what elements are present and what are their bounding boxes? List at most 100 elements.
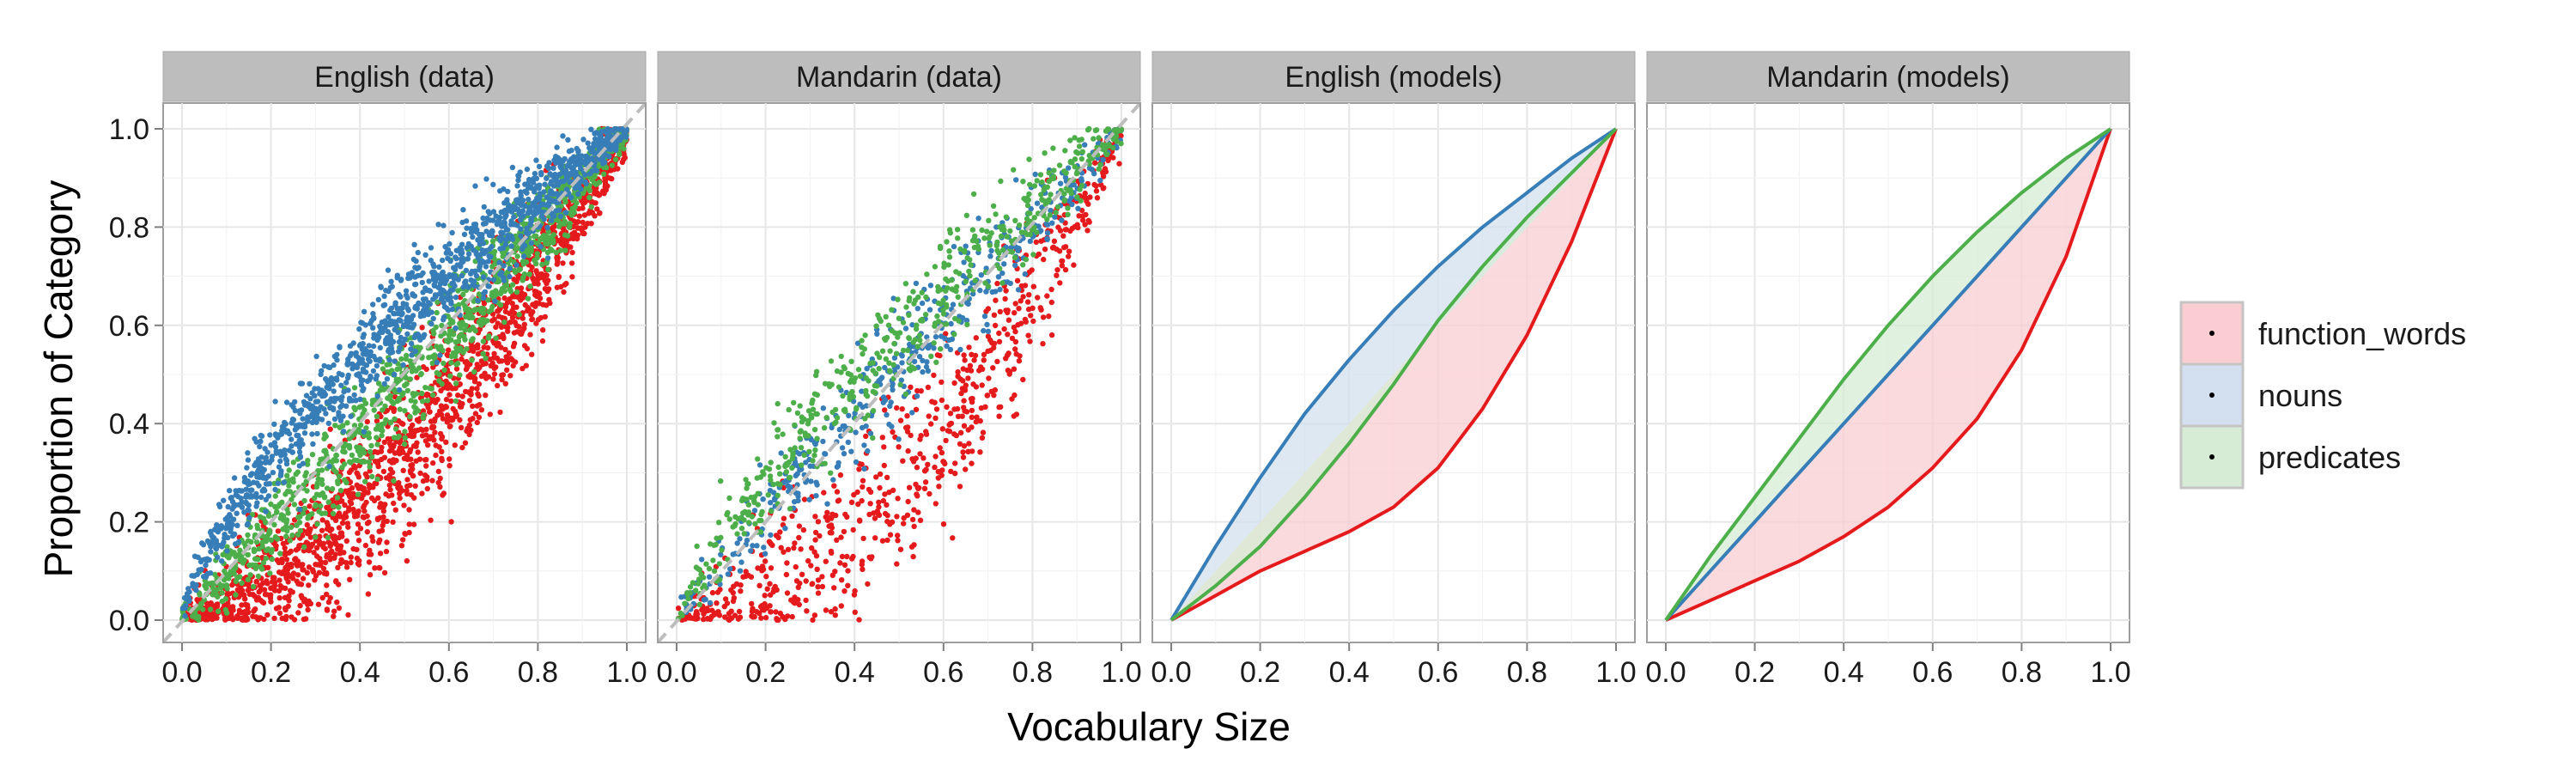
point (1030, 318, 1036, 325)
point (304, 522, 310, 528)
point (387, 486, 393, 493)
point (471, 278, 477, 284)
point (307, 534, 314, 540)
point (204, 557, 210, 563)
point (960, 366, 967, 372)
point (215, 554, 221, 561)
point (544, 288, 550, 295)
point (274, 557, 280, 563)
point (302, 616, 309, 622)
point (404, 477, 410, 483)
point (954, 405, 961, 412)
point (338, 382, 344, 388)
point (396, 386, 403, 393)
point (367, 468, 373, 474)
point (1011, 325, 1018, 331)
point (212, 571, 218, 578)
point (509, 314, 516, 320)
point (350, 545, 356, 552)
point (348, 554, 354, 560)
point (548, 180, 554, 187)
point (319, 481, 325, 487)
point (410, 292, 416, 298)
point (392, 300, 398, 306)
point (283, 524, 289, 530)
point (392, 311, 398, 317)
point (984, 393, 991, 399)
point (358, 378, 364, 384)
point (319, 527, 325, 533)
point (829, 515, 835, 521)
point (356, 374, 363, 380)
point (550, 165, 556, 171)
point (353, 398, 359, 404)
point (442, 244, 448, 250)
point (1035, 295, 1041, 301)
point (431, 418, 438, 424)
point (592, 131, 598, 137)
point (481, 290, 487, 296)
point (474, 227, 480, 233)
point (981, 351, 987, 357)
point (208, 528, 214, 534)
point (518, 233, 524, 239)
point (216, 503, 223, 510)
point (422, 385, 428, 391)
point (832, 606, 838, 612)
point (507, 320, 513, 326)
point (506, 235, 512, 241)
point (814, 566, 820, 572)
point (823, 558, 829, 564)
point (523, 362, 529, 368)
point (392, 319, 398, 325)
point (507, 356, 514, 362)
point (364, 520, 371, 526)
point (768, 565, 775, 571)
point (341, 514, 347, 520)
point (933, 334, 939, 340)
point (430, 327, 436, 334)
point (414, 374, 420, 380)
point (319, 517, 325, 523)
point (758, 615, 764, 621)
point (321, 495, 328, 501)
point (538, 271, 544, 277)
point (357, 526, 364, 532)
point (859, 497, 865, 504)
point (837, 560, 843, 566)
point (841, 588, 848, 594)
point (283, 458, 290, 464)
point (966, 441, 972, 447)
point (940, 521, 947, 527)
point (458, 251, 464, 257)
point (243, 486, 250, 492)
point (767, 581, 773, 587)
point (1020, 376, 1026, 383)
point (315, 601, 322, 607)
point (854, 489, 860, 496)
point (290, 460, 296, 466)
point (834, 537, 840, 543)
point (895, 496, 901, 502)
point (333, 579, 339, 585)
point (737, 614, 744, 620)
point (343, 538, 349, 544)
point (420, 399, 426, 405)
point (476, 380, 483, 387)
point (986, 375, 992, 381)
point (1012, 346, 1018, 352)
point (271, 440, 278, 446)
point (213, 602, 219, 608)
point (219, 598, 225, 605)
point (841, 528, 848, 535)
point (387, 420, 393, 426)
point (458, 401, 464, 407)
point (709, 589, 716, 596)
point (946, 422, 952, 428)
point (1029, 267, 1035, 273)
point (1076, 213, 1082, 219)
point (568, 164, 574, 171)
point (265, 493, 272, 499)
point (478, 373, 485, 380)
point (234, 522, 240, 528)
